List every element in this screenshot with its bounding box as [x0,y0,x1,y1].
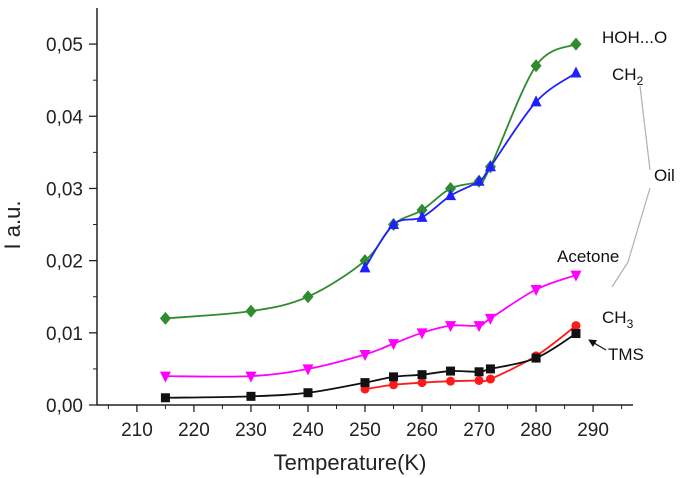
data-point-tms [417,370,427,380]
x-tick-label: 240 [292,420,324,441]
data-point-tms [389,372,399,382]
x-tick-label: 260 [406,420,438,441]
data-point-tms [303,388,313,398]
oil-bracket-lower [611,187,651,288]
tms-arrow [588,339,607,351]
series-ch3 [360,321,581,394]
series-line-hoh-o [165,43,577,320]
x-tick-label: 280 [520,420,552,441]
y-tick-label: 0,05 [46,35,83,56]
x-tick-label: 210 [121,420,153,441]
data-point-ch3 [474,375,484,385]
series-ch2 [359,66,582,273]
data-point-acetone [359,349,371,361]
y-tick-label: 0,02 [46,252,83,273]
data-point-tms [246,391,256,401]
data-point-acetone [445,321,457,333]
x-tick-label: 220 [178,420,210,441]
data-point-ch3 [485,374,495,384]
data-point-hoh-o [570,37,582,51]
annotation-tms: TMS [608,345,644,364]
data-point-hoh-o [416,203,428,217]
annotation-ch3: CH3 [602,308,634,331]
data-point-ch3 [571,321,581,331]
axes: 210 220 230 240 250 260 270 280 290 0,00 0,01 0,02 0… [46,8,633,441]
data-point-hoh-o [159,311,171,325]
data-point-ch2 [388,218,400,230]
data-point-acetone [388,339,400,351]
data-point-ch3 [417,378,427,388]
series-tms [160,329,581,403]
data-point-acetone [473,321,485,333]
data-point-hoh-o [530,59,542,73]
data-point-acetone [530,285,542,297]
data-point-tms [446,366,456,376]
data-point-hoh-o [302,290,314,304]
annotation-hoh: HOH...O [602,28,667,47]
data-point-tms [531,353,541,363]
data-point-tms [360,378,370,388]
data-point-acetone [245,371,257,383]
x-tick-label: 290 [577,420,609,441]
data-point-ch3 [389,380,399,390]
data-point-ch2 [473,174,485,186]
annotation-acetone: Acetone [557,247,619,266]
series-line-ch2 [364,72,577,269]
y-tick-label: 0,04 [46,107,83,128]
x-tick-label: 230 [235,420,267,441]
data-point-tms [474,367,484,377]
y-tick-label: 0,00 [46,396,83,417]
y-tick-label: 0,03 [46,179,83,200]
data-point-acetone [416,328,428,340]
data-point-acetone [484,313,496,325]
data-point-ch2 [416,210,428,222]
series-layer [159,37,582,403]
data-point-hoh-o [445,181,457,195]
data-point-tms [160,393,170,403]
data-point-ch2 [445,189,457,201]
data-point-acetone [159,371,171,383]
data-point-ch3 [446,376,456,386]
x-tick-label: 250 [349,420,381,441]
series-hoh-o [159,37,582,325]
annotation-layer: HOH...O CH2 Oil Acetone CH3 TMS [557,28,675,364]
data-point-acetone [302,364,314,376]
data-point-ch2 [570,66,582,78]
data-point-hoh-o [245,304,257,318]
data-point-ch2 [359,261,371,273]
x-axis-title: Temperature(K) [274,450,427,475]
data-point-ch2 [530,95,542,107]
y-axis-title: I a.u. [0,201,25,250]
series-line-acetone [165,274,577,378]
data-point-tms [485,364,495,374]
y-tick-label: 0,01 [46,324,83,345]
annotation-oil: Oil [654,166,675,185]
x-tick-label: 270 [463,420,495,441]
data-point-tms [571,329,581,339]
data-point-ch2 [484,160,496,172]
series-acetone [159,270,582,383]
data-point-acetone [570,270,582,282]
oil-bracket-upper [639,85,651,171]
annotation-ch2: CH2 [612,65,644,88]
